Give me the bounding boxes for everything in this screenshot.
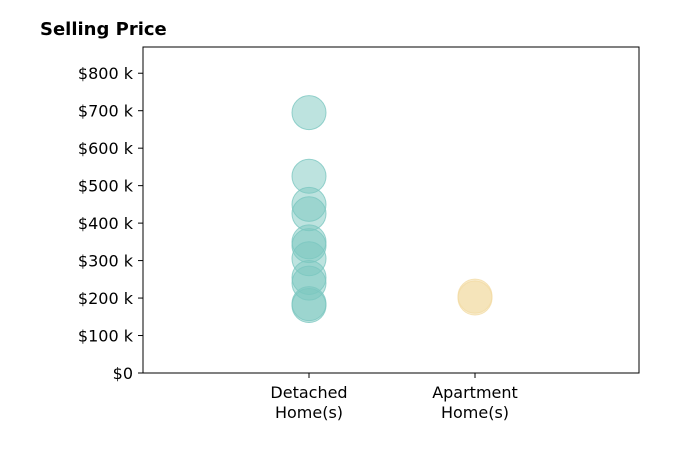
x-tick-label: Home(s) [441,403,509,422]
x-tick-label: Detached [270,383,347,402]
y-tick-label: $600 k [78,139,134,158]
x-tick-label: Home(s) [275,403,343,422]
y-tick-label: $200 k [78,289,134,308]
data-point [291,95,327,131]
chart-title: Selling Price [40,19,167,40]
y-tick-label: $300 k [78,252,134,271]
y-tick-label: $100 k [78,327,134,346]
y-tick-label: $700 k [78,102,134,121]
x-tick-label: Apartment [432,383,518,402]
plot-frame [142,46,640,374]
y-tick-label: $800 k [78,64,134,83]
y-tick-label: $400 k [78,214,134,233]
data-points [291,95,493,324]
data-point [291,288,327,324]
data-point [457,280,493,316]
y-axis: $0 $100 k $200 k $300 k $400 k $500 k $600 k $7… [78,64,143,383]
y-tick-label: $500 k [78,177,134,196]
y-tick-label: $0 [113,364,133,383]
